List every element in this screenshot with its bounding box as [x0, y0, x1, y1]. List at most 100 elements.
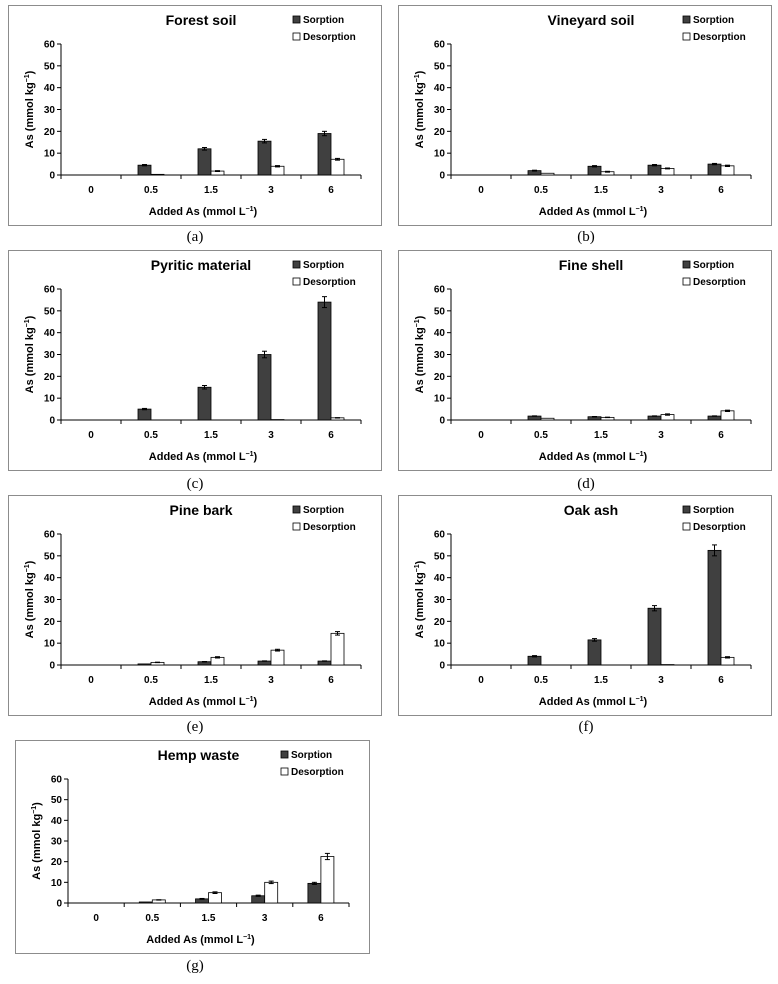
legend-swatch-desorption	[682, 277, 691, 286]
y-axis-label-close: )	[414, 560, 426, 564]
x-axis-label-sup: −1	[636, 451, 644, 458]
chart-panel-g: Hemp waste Sorption Desorption 0 10 20 30 40 50 6…	[15, 740, 370, 954]
x-axis-label-close: )	[254, 451, 258, 463]
y-tick-label: 40	[51, 816, 63, 827]
x-axis-label: Added As (mmol L−1)	[149, 451, 258, 463]
y-tick-label: 50	[434, 306, 446, 317]
y-tick-label: 60	[44, 530, 56, 541]
x-tick-label: 3	[268, 675, 274, 686]
x-axis-label: Added As (mmol L−1)	[149, 696, 258, 708]
legend-label-sorption: Sorption	[303, 15, 344, 26]
y-tick-label: 60	[434, 530, 446, 541]
x-axis-label-text: Added As (mmol L	[539, 451, 636, 463]
panel-caption-f: (f)	[578, 719, 594, 735]
chart-panel-c: Pyritic material Sorption Desorption 0 10 20 3…	[8, 250, 382, 471]
legend-swatch-sorption	[280, 750, 289, 759]
x-tick-label: 6	[328, 185, 334, 196]
y-tick-label: 20	[44, 372, 56, 383]
bar-sorption	[197, 148, 212, 176]
y-tick-label: 60	[434, 285, 446, 296]
y-axis-label-sup: −1	[414, 319, 421, 327]
x-tick-label: 0	[478, 430, 484, 441]
x-axis-label: Added As (mmol L−1)	[539, 696, 648, 708]
legend-swatch-sorption	[682, 15, 691, 24]
x-axis-label-close: )	[254, 206, 258, 218]
x-tick-label: 6	[328, 675, 334, 686]
y-tick-label: 50	[44, 61, 56, 72]
y-tick-label: 0	[49, 416, 55, 427]
y-tick-label: 20	[434, 372, 446, 383]
x-tick-label: 3	[262, 913, 268, 924]
x-axis-label-text: Added As (mmol L	[149, 451, 246, 463]
y-axis-label: As (mmol kg−1)	[31, 802, 43, 880]
x-tick-label: 6	[328, 430, 334, 441]
x-tick-label: 0	[478, 185, 484, 196]
bar-sorption	[137, 408, 152, 421]
x-tick-label: 0.5	[534, 430, 548, 441]
legend-swatch-sorption	[682, 260, 691, 269]
x-tick-label: 3	[658, 430, 664, 441]
y-tick-label: 50	[44, 306, 56, 317]
y-axis-label-text: As (mmol kg	[24, 82, 36, 148]
y-tick-label: 10	[434, 639, 446, 650]
y-tick-label: 30	[44, 595, 56, 606]
y-axis-label-text: As (mmol kg	[31, 814, 43, 880]
panel-caption-c: (c)	[186, 476, 204, 492]
bar-sorption	[707, 163, 722, 176]
bar-sorption	[707, 549, 722, 666]
chart-svg: Fine shell SorptionDesorption010203040506…	[414, 257, 752, 463]
x-tick-label: 0	[88, 430, 94, 441]
legend-label-desorption: Desorption	[693, 522, 746, 533]
legend-label-sorption: Sorption	[693, 15, 734, 26]
legend-label-desorption: Desorption	[303, 277, 356, 288]
x-tick-label: 6	[718, 675, 724, 686]
y-tick-label: 0	[439, 661, 445, 672]
bar-desorption	[720, 410, 735, 421]
bar-sorption	[587, 639, 602, 666]
y-axis-label: As (mmol kg−1)	[24, 315, 36, 393]
legend-label-desorption: Desorption	[303, 32, 356, 43]
y-axis-label-close: )	[24, 560, 36, 564]
bar-desorption	[330, 158, 345, 176]
legend-label-desorption: Desorption	[303, 522, 356, 533]
y-tick-label: 0	[439, 416, 445, 427]
chart-title: Fine shell	[559, 257, 624, 273]
chart-panel-f: Oak ash Sorption Desorption 0 10 20 30 40 50 60 0 0…	[398, 495, 772, 716]
y-tick-label: 50	[44, 551, 56, 562]
x-tick-label: 0.5	[145, 913, 159, 924]
legend-swatch-desorption	[292, 32, 301, 41]
y-tick-label: 60	[44, 285, 56, 296]
x-tick-label: 1.5	[594, 675, 608, 686]
y-tick-label: 10	[51, 878, 63, 889]
y-axis-label-close: )	[24, 70, 36, 74]
y-axis-label-text: As (mmol kg	[414, 572, 426, 638]
x-axis-label-sup: −1	[246, 696, 254, 703]
y-tick-label: 10	[44, 639, 56, 650]
y-axis-label-close: )	[414, 70, 426, 74]
y-axis-label: As (mmol kg−1)	[414, 560, 426, 638]
y-tick-label: 0	[49, 171, 55, 182]
x-tick-label: 0.5	[144, 675, 158, 686]
chart-svg: Hemp waste SorptionDesorption010203040506…	[31, 747, 350, 946]
x-axis-label: Added As (mmol L−1)	[149, 206, 258, 218]
chart-panel-a: Forest soil Sorption Desorption 0 10 20 30 40 50…	[8, 5, 382, 226]
x-tick-label: 3	[658, 185, 664, 196]
chart-panel-d: Fine shell Sorption Desorption 0 10 20 30 40 50 6…	[398, 250, 772, 471]
x-tick-label: 3	[658, 675, 664, 686]
bar-sorption	[137, 663, 152, 666]
x-tick-label: 0.5	[534, 185, 548, 196]
x-tick-label: 1.5	[204, 675, 218, 686]
y-axis-label-text: As (mmol kg	[414, 82, 426, 148]
y-axis-label: As (mmol kg−1)	[414, 315, 426, 393]
x-tick-label: 6	[718, 430, 724, 441]
y-tick-label: 20	[51, 857, 63, 868]
legend-label-sorption: Sorption	[303, 505, 344, 516]
x-axis-label-close: )	[644, 206, 648, 218]
bar-sorption	[197, 386, 212, 421]
legend-swatch-sorption	[292, 260, 301, 269]
y-tick-label: 30	[434, 595, 446, 606]
y-axis-label-sup: −1	[414, 74, 421, 82]
y-tick-label: 30	[44, 350, 56, 361]
x-tick-label: 1.5	[594, 430, 608, 441]
legend-label-sorption: Sorption	[291, 750, 332, 761]
